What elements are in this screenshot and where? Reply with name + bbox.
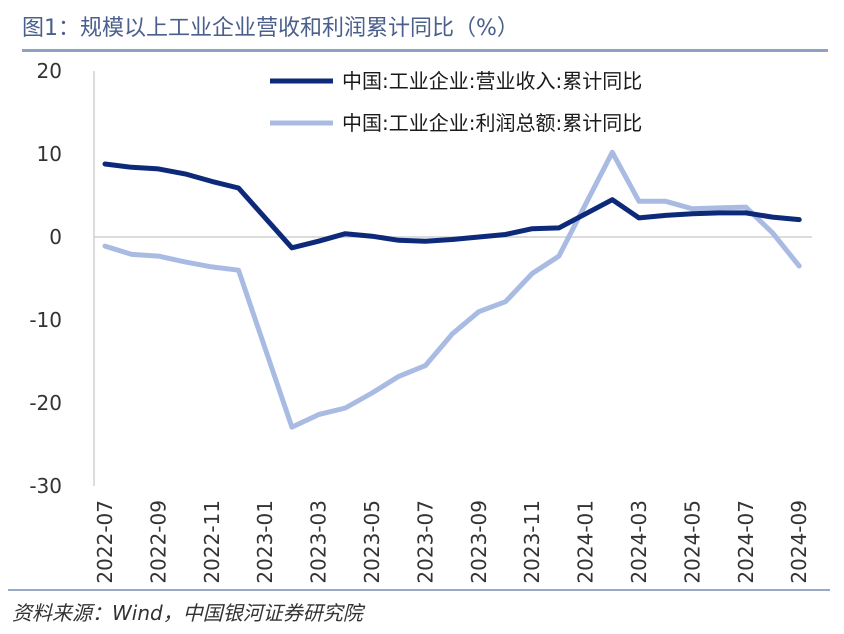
legend-label-profit: 中国:工业企业:利润总额:累计同比	[342, 111, 642, 135]
y-tick-label: -30	[29, 474, 62, 498]
x-tick-label: 2024-03	[627, 500, 651, 584]
x-tick-label: 2022-11	[200, 500, 224, 584]
x-tick-label: 2022-09	[146, 500, 170, 584]
series-line-revenue	[102, 161, 802, 251]
series-line-profit	[102, 149, 802, 430]
x-tick-label: 2024-01	[574, 500, 598, 584]
source-note: 资料来源：Wind，中国银河证券研究院	[12, 601, 363, 625]
x-tick-label: 2022-07	[93, 500, 117, 584]
x-tick-label: 2023-07	[413, 500, 437, 584]
x-tick-label: 2023-01	[253, 500, 277, 584]
footer-divider	[8, 589, 830, 591]
legend-label-revenue: 中国:工业企业:营业收入:累计同比	[342, 69, 642, 93]
x-tick-label: 2023-05	[360, 500, 384, 584]
y-tick-label: -10	[29, 308, 62, 332]
chart-title: 图1：规模以上工业企业营收和利润累计同比（%）	[22, 16, 519, 41]
x-tick-label: 2023-09	[467, 500, 491, 584]
y-tick-label: -20	[29, 391, 62, 415]
x-tick-label: 2023-11	[520, 500, 544, 584]
y-tick-label: 20	[37, 59, 62, 83]
x-tick-label: 2023-03	[307, 500, 331, 584]
y-tick-label: 10	[37, 142, 62, 166]
x-tick-label: 2024-05	[680, 500, 704, 584]
y-tick-label: 0	[49, 225, 62, 249]
title-divider	[22, 49, 828, 52]
x-tick-label: 2024-07	[734, 500, 758, 584]
x-tick-label: 2024-09	[787, 500, 811, 584]
